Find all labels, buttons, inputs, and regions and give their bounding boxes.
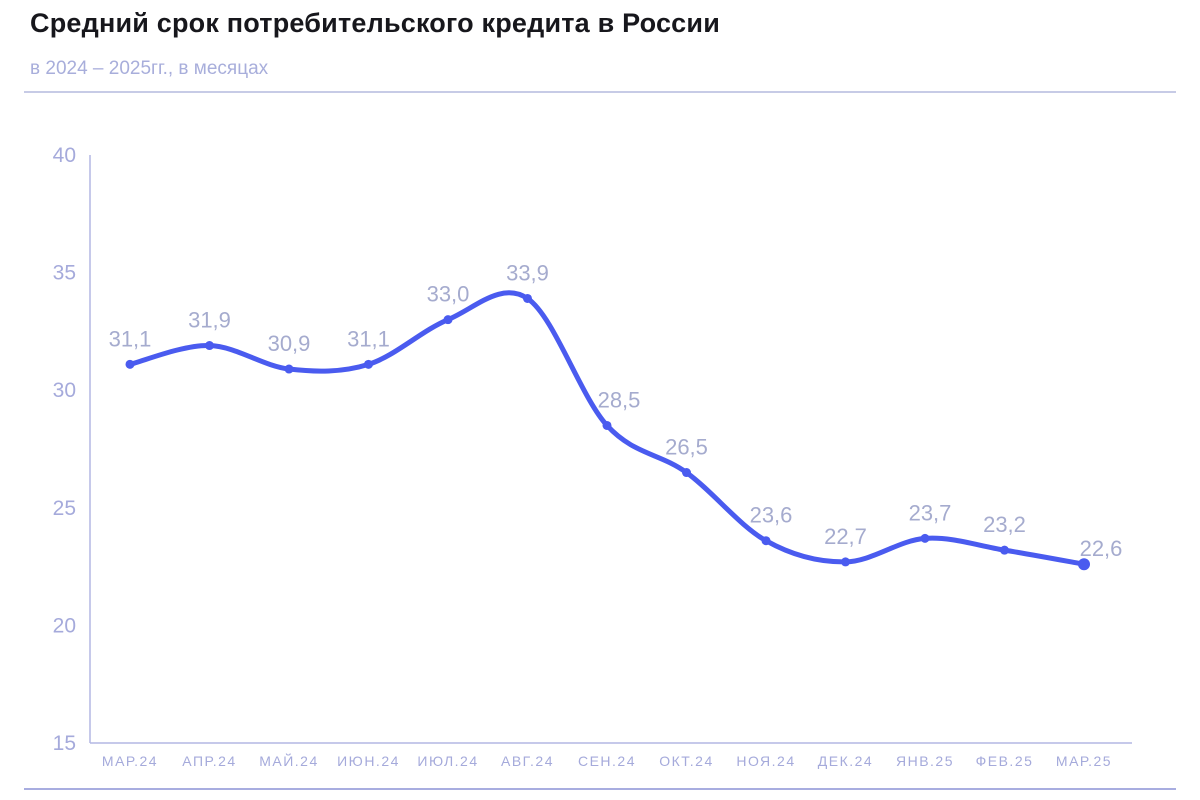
x-axis-label: АВГ.24	[501, 753, 554, 769]
data-point-label: 31,9	[188, 308, 231, 333]
x-axis-label: НОЯ.24	[736, 753, 795, 769]
data-point-label: 22,7	[824, 524, 867, 549]
data-point-marker	[602, 420, 612, 430]
data-point-label: 23,6	[750, 503, 793, 528]
y-tick-label: 15	[53, 732, 76, 755]
y-tick-label: 25	[53, 497, 76, 520]
x-axis-label: СЕН.24	[578, 753, 636, 769]
data-point-marker	[1078, 558, 1090, 571]
data-point-marker	[284, 364, 294, 374]
x-axis-label: ИЮЛ.24	[417, 753, 478, 769]
data-point-marker	[1000, 545, 1009, 555]
data-point-marker	[364, 359, 373, 369]
y-tick-label: 35	[53, 262, 76, 285]
data-point-label: 31,1	[347, 326, 390, 351]
data-point-label: 33,0	[427, 282, 470, 307]
data-point-label: 23,2	[983, 512, 1026, 537]
x-axis-label: ЯНВ.25	[896, 753, 954, 769]
data-point-label: 33,9	[506, 260, 549, 285]
data-point-label: 31,1	[109, 326, 152, 351]
x-axis-label: МАЙ.24	[259, 752, 319, 769]
data-point-label: 23,7	[909, 500, 952, 525]
x-axis-label: ДЕК.24	[818, 753, 873, 769]
data-point-label: 30,9	[268, 331, 311, 356]
chart-title: Средний срок потребительского кредита в …	[30, 8, 720, 38]
data-point-marker	[205, 341, 214, 351]
data-point-marker	[841, 557, 850, 567]
data-point-marker	[761, 536, 771, 546]
footer-divider	[24, 788, 1176, 790]
data-point-label: 26,5	[665, 435, 708, 460]
chart-subtitle: в 2024 – 2025гг., в месяцах	[30, 58, 269, 79]
x-axis-label: ФЕВ.25	[976, 753, 1034, 769]
y-tick-label: 20	[53, 614, 76, 637]
data-point-marker	[125, 359, 135, 369]
data-point-marker	[920, 533, 930, 543]
x-axis-label: АПР.24	[182, 753, 236, 769]
data-point-marker	[523, 293, 532, 303]
data-point-marker	[443, 315, 453, 325]
header-divider	[24, 91, 1176, 93]
data-point-label: 22,6	[1080, 536, 1123, 561]
x-axis-label: ОКТ.24	[659, 753, 714, 769]
x-axis-label: МАР.25	[1056, 753, 1112, 769]
x-axis-label: МАР.24	[102, 753, 158, 769]
x-axis-label: ИЮН.24	[337, 753, 400, 769]
y-tick-label: 40	[53, 144, 76, 167]
y-tick-label: 30	[53, 379, 76, 402]
data-point-marker	[682, 468, 691, 478]
data-point-label: 28,5	[598, 387, 641, 412]
